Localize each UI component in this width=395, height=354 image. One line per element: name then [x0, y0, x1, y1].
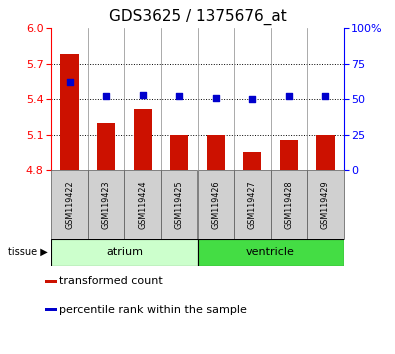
Point	[249, 96, 256, 102]
Bar	[207, 135, 225, 170]
Text: GSM119423: GSM119423	[102, 180, 111, 229]
Point	[213, 95, 219, 101]
Point	[66, 79, 73, 85]
Bar	[161, 170, 198, 239]
Bar	[198, 170, 234, 239]
Text: ventricle: ventricle	[246, 247, 295, 257]
Text: GSM119425: GSM119425	[175, 180, 184, 229]
Bar	[170, 135, 188, 170]
Bar	[316, 135, 335, 170]
Bar	[51, 239, 198, 266]
Bar	[243, 152, 261, 170]
Point	[286, 93, 292, 99]
Point	[103, 93, 109, 99]
Bar	[198, 239, 344, 266]
Bar	[134, 109, 152, 170]
Text: atrium: atrium	[106, 247, 143, 257]
Text: GSM119428: GSM119428	[284, 180, 293, 229]
Text: GSM119429: GSM119429	[321, 180, 330, 229]
Bar	[280, 141, 298, 170]
Bar	[124, 170, 161, 239]
Text: GSM119426: GSM119426	[211, 180, 220, 229]
Bar	[234, 170, 271, 239]
Text: GSM119422: GSM119422	[65, 180, 74, 229]
Bar	[51, 170, 88, 239]
Text: transformed count: transformed count	[59, 276, 163, 286]
Bar	[60, 54, 79, 170]
Text: GDS3625 / 1375676_at: GDS3625 / 1375676_at	[109, 9, 286, 25]
Bar	[45, 280, 57, 283]
Bar	[45, 308, 57, 312]
Text: percentile rank within the sample: percentile rank within the sample	[59, 305, 247, 315]
Point	[139, 92, 146, 98]
Point	[176, 93, 182, 99]
Bar	[307, 170, 344, 239]
Bar	[97, 123, 115, 170]
Bar	[271, 170, 307, 239]
Text: tissue ▶: tissue ▶	[8, 247, 47, 257]
Text: GSM119424: GSM119424	[138, 180, 147, 229]
Text: GSM119427: GSM119427	[248, 180, 257, 229]
Point	[322, 93, 329, 99]
Bar	[88, 170, 124, 239]
